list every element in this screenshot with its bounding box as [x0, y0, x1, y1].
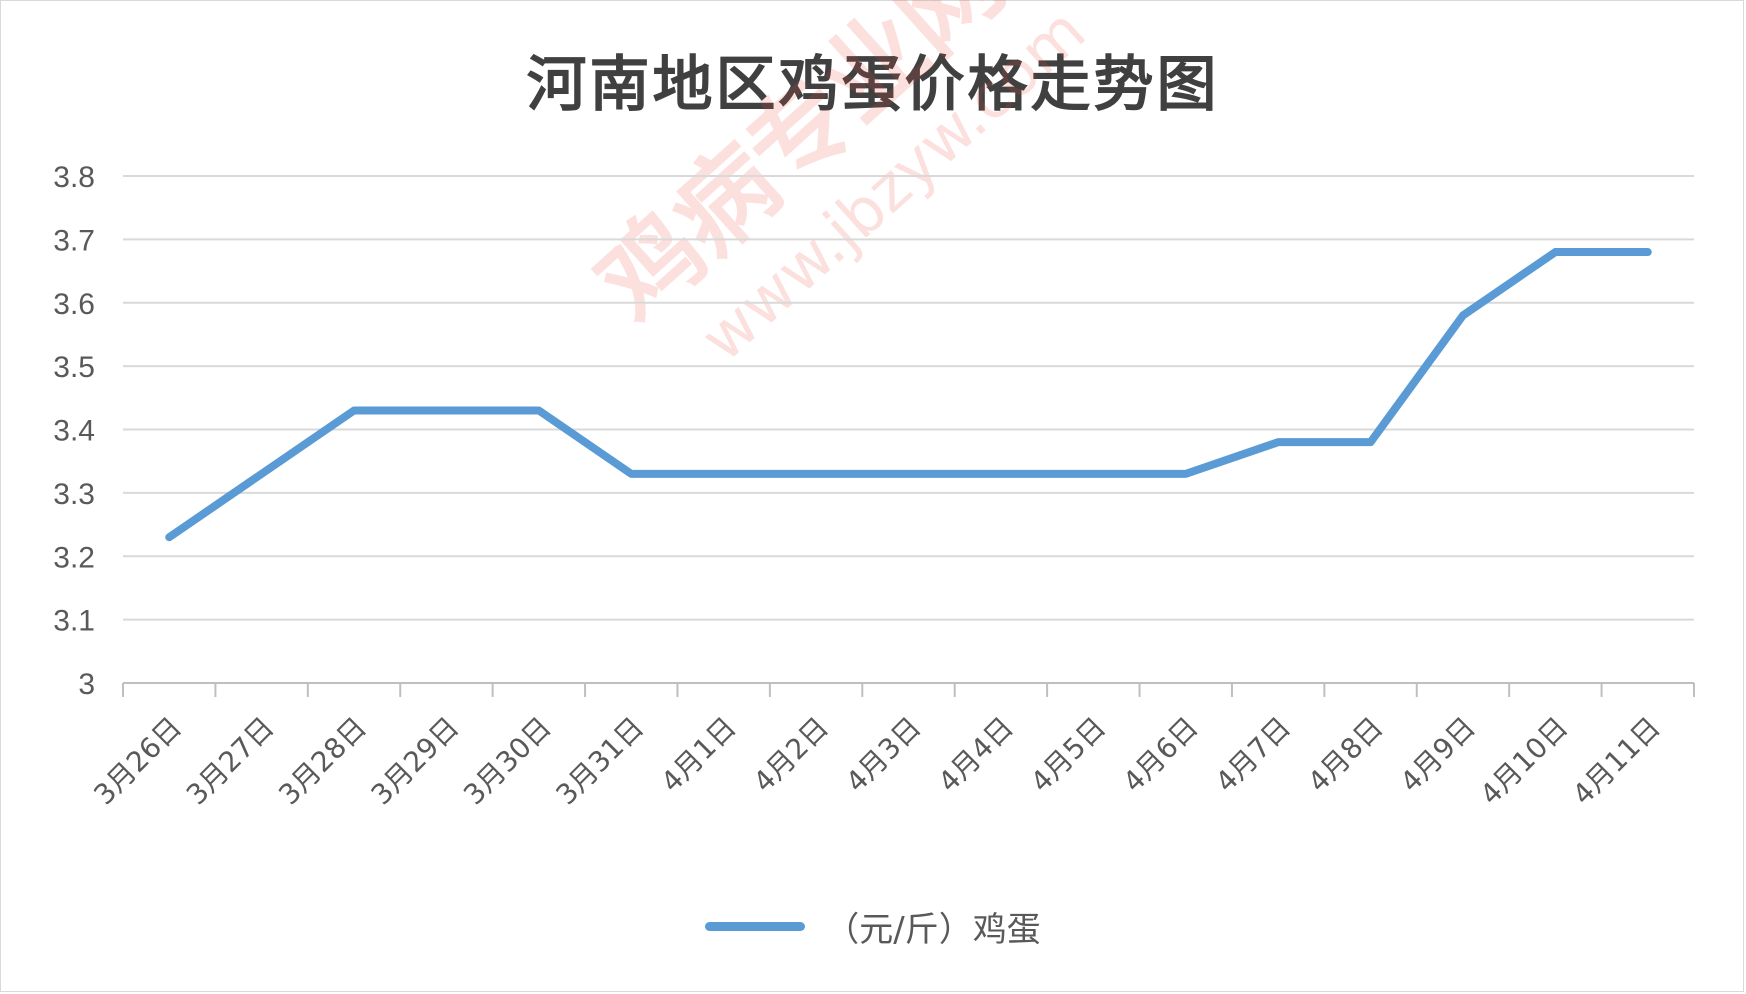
x-tick-label: 4月2日 [747, 711, 835, 799]
gridlines [123, 175, 1694, 621]
y-tick-label: 3.7 [53, 224, 95, 257]
data-point [723, 473, 725, 475]
y-tick-label: 3.6 [53, 288, 95, 321]
legend: （元/斤）鸡蛋 [0, 896, 1746, 956]
x-tick-label: 3月31日 [549, 711, 650, 812]
legend-swatch [705, 921, 806, 931]
x-tick-label: 3月29日 [365, 711, 466, 812]
y-tick-label: 3.4 [53, 415, 95, 448]
data-point [353, 409, 355, 411]
y-tick-label: 3.2 [53, 541, 95, 574]
data-point [630, 473, 632, 475]
x-tick-label: 4月10日 [1474, 711, 1575, 812]
data-point [1370, 441, 1372, 443]
x-tick-label: 3月26日 [87, 711, 188, 812]
x-tick-label: 4月1日 [654, 711, 742, 799]
x-tick-label: 4月7日 [1209, 711, 1297, 799]
data-point [908, 473, 909, 475]
x-tick-label: 4月9日 [1394, 711, 1482, 799]
x-tick-label: 4月6日 [1117, 711, 1205, 799]
x-tick-label: 4月4日 [932, 711, 1020, 799]
series-line-0 [165, 248, 1652, 542]
y-tick-label: 3.3 [53, 478, 95, 511]
y-tick-label: 3.1 [53, 605, 95, 638]
x-tick-label: 3月30日 [457, 711, 558, 812]
data-point [168, 536, 170, 538]
chart-title: 河南地区鸡蛋价格走势图 [526, 50, 1220, 120]
data-point [1554, 251, 1556, 253]
data-point [815, 473, 817, 475]
series-layer [165, 248, 1652, 542]
data-point [538, 409, 540, 411]
y-axis: 3 3.1 3.2 3.3 3.4 3.5 3.6 3.7 3.8 [53, 161, 95, 701]
data-point [1647, 251, 1649, 253]
y-tick-label: 3 [78, 668, 95, 701]
data-point [1277, 441, 1279, 443]
x-tick-label: 4月8日 [1301, 711, 1389, 799]
x-tick-label: 4月5日 [1024, 711, 1112, 799]
data-point [1462, 314, 1464, 316]
y-tick-label: 3.5 [53, 351, 95, 384]
x-tick-label: 4月3日 [839, 711, 927, 799]
data-point [445, 409, 447, 411]
x-tick-label: 4月11日 [1566, 711, 1667, 812]
x-tick-label: 3月27日 [180, 711, 281, 812]
data-point [1000, 473, 1002, 475]
data-point [261, 473, 263, 475]
data-point [1185, 473, 1187, 475]
legend-label: （元/斤）鸡蛋 [825, 909, 1041, 950]
data-point [1092, 473, 1094, 475]
y-tick-label: 3.8 [53, 161, 95, 194]
x-tick-label: 3月28日 [272, 711, 373, 812]
